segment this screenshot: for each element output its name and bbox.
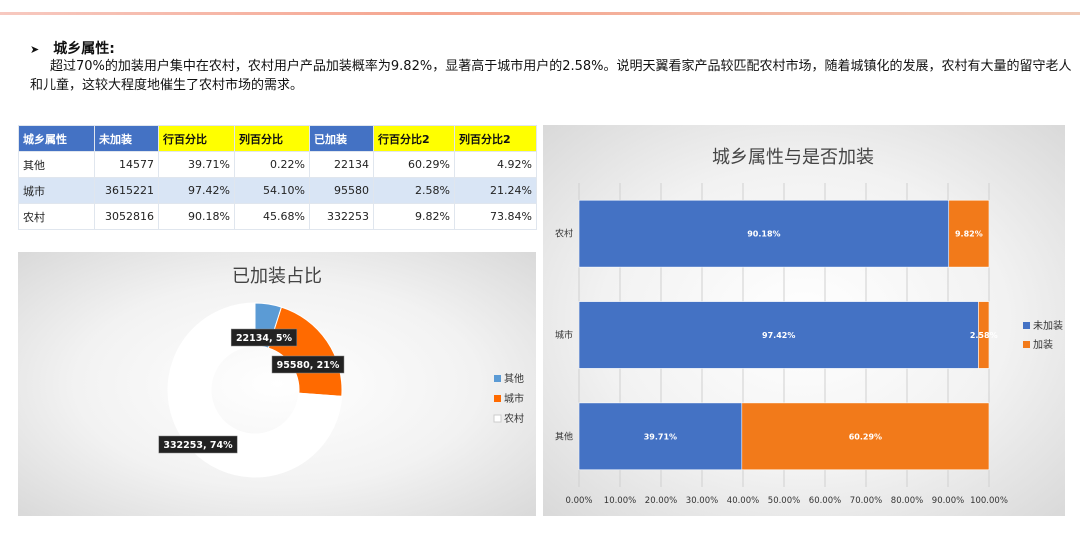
bar-data-label: 9.82% [955, 230, 983, 239]
legend-swatch [494, 375, 501, 382]
table-cell: 4.92% [454, 151, 537, 178]
bar-segment-加装 [741, 402, 990, 471]
x-tick-label: 10.00% [604, 496, 636, 506]
table-cell: 332253 [309, 203, 374, 230]
table-row: 农村 3052816 90.18% 45.68% 332253 9.82% 73… [18, 203, 537, 230]
x-tick-label: 50.00% [768, 496, 800, 506]
bar-chart-panel: 城乡属性与是否加装 0.00% 10.00% 20.00% 30.00% 40.00% 50… [543, 125, 1065, 516]
donut-chart-panel: 已加装占比 22134, 5% 95580, 21% 332253, 74% 其他城市农… [18, 252, 536, 516]
table-cell: 14577 [94, 151, 159, 178]
x-tick-label: 0.00% [565, 496, 592, 506]
table-header: 列百分比 [234, 125, 310, 152]
summary-paragraph: 超过70%的加装用户集中在农村，农村用户产品加装概率为9.82%，显著高于城市用… [30, 59, 1072, 93]
x-tick-label: 80.00% [891, 496, 923, 506]
x-tick-label: 30.00% [686, 496, 718, 506]
x-tick-label: 20.00% [645, 496, 677, 506]
x-tick-label: 40.00% [727, 496, 759, 506]
table-cell: 60.29% [373, 151, 455, 178]
section-heading: ➤ 城乡属性: [30, 38, 115, 58]
stats-table: 城乡属性 未加装 行百分比 列百分比 已加装 行百分比2 列百分比2 其他 14… [18, 125, 537, 230]
table-cell: 22134 [309, 151, 374, 178]
table-header-row: 城乡属性 未加装 行百分比 列百分比 已加装 行百分比2 列百分比2 [18, 125, 537, 152]
stacked-bar-chart: 城乡属性与是否加装 0.00% 10.00% 20.00% 30.00% 40.00% 50… [555, 147, 1063, 506]
table-header: 未加装 [94, 125, 159, 152]
legend-label: 农村 [504, 412, 524, 425]
bar-data-label: 90.18% [747, 230, 780, 239]
table-cell: 73.84% [454, 203, 537, 230]
bar-data-label: 97.42% [762, 331, 795, 340]
svg-text:332253, 74%: 332253, 74% [163, 440, 233, 451]
donut-chart: 已加装占比 22134, 5% 95580, 21% 332253, 74% 其他城市农… [158, 266, 524, 478]
legend-swatch [1023, 322, 1030, 329]
donut-title: 已加装占比 [232, 266, 322, 287]
x-tick-label: 100.00% [970, 496, 1008, 506]
donut-data-label: 332253, 74% [158, 435, 238, 454]
y-category-label: 农村 [555, 228, 573, 240]
table-header: 行百分比2 [373, 125, 455, 152]
top-accent-bar [0, 12, 1080, 15]
table-cell: 97.42% [158, 177, 235, 204]
table-cell: 其他 [18, 151, 95, 178]
table-cell: 0.22% [234, 151, 310, 178]
table-cell: 39.71% [158, 151, 235, 178]
legend-label: 加装 [1033, 338, 1053, 351]
table-cell: 45.68% [234, 203, 310, 230]
y-category-label: 其他 [555, 430, 573, 442]
table-header: 列百分比2 [454, 125, 537, 152]
bar-segment-未加装 [578, 402, 743, 471]
bar-data-label: 39.71% [644, 432, 677, 441]
bar-data-label: 60.29% [849, 432, 882, 441]
table-row: 城市 3615221 97.42% 54.10% 95580 2.58% 21.… [18, 177, 537, 204]
legend-swatch [494, 395, 501, 402]
table-header: 城乡属性 [18, 125, 95, 152]
x-tick-label: 70.00% [850, 496, 882, 506]
legend-label: 其他 [504, 372, 524, 385]
donut-data-label: 95580, 21% [271, 355, 345, 374]
donut-data-label: 22134, 5% [230, 328, 298, 347]
bar-segment-未加装 [578, 301, 979, 369]
donut-slice-农村 [167, 302, 343, 478]
table-row: 其他 14577 39.71% 0.22% 22134 60.29% 4.92% [18, 151, 537, 178]
heading-text: 城乡属性: [53, 41, 115, 57]
table-cell: 90.18% [158, 203, 235, 230]
svg-text:22134, 5%: 22134, 5% [236, 333, 293, 344]
legend-label: 未加装 [1033, 319, 1063, 332]
table-header: 已加装 [309, 125, 374, 152]
y-category-label: 城市 [555, 329, 573, 341]
table-cell: 54.10% [234, 177, 310, 204]
bar-segment-加装 [978, 301, 990, 369]
table-cell: 2.58% [373, 177, 455, 204]
legend-label: 城市 [504, 392, 524, 405]
table-cell: 城市 [18, 177, 95, 204]
table-cell: 95580 [309, 177, 374, 204]
table-cell: 9.82% [373, 203, 455, 230]
x-tick-label: 90.00% [932, 496, 964, 506]
table-cell: 3615221 [94, 177, 159, 204]
table-cell: 农村 [18, 203, 95, 230]
legend-swatch [1023, 341, 1030, 348]
bar-chart-title: 城乡属性与是否加装 [712, 147, 874, 168]
bar-segment-加装 [948, 199, 990, 268]
legend-swatch [493, 414, 502, 423]
bar-data-label: 2.58% [970, 331, 998, 340]
bar-segment-未加装 [578, 199, 950, 268]
table-cell: 3052816 [94, 203, 159, 230]
svg-text:95580, 21%: 95580, 21% [277, 360, 340, 371]
table-header: 行百分比 [158, 125, 235, 152]
arrow-bullet-icon: ➤ [30, 43, 40, 56]
x-tick-label: 60.00% [809, 496, 841, 506]
table-cell: 21.24% [454, 177, 537, 204]
donut-slice-城市 [267, 306, 343, 397]
